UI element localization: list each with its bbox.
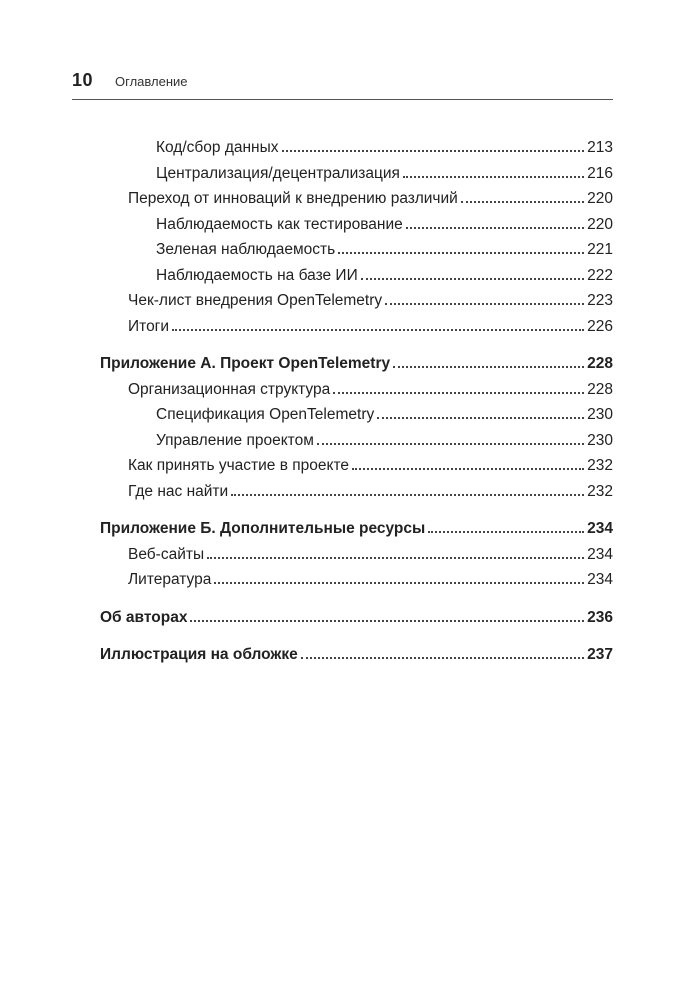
- toc-row: Литература 234: [72, 572, 613, 588]
- toc-entry-page: 222: [587, 268, 613, 284]
- toc-entry-page: 216: [587, 166, 613, 182]
- toc-leader-dots: [317, 443, 584, 445]
- toc-entry-page: 232: [587, 458, 613, 474]
- toc-row: Управление проектом 230: [72, 433, 613, 449]
- toc-row: Итоги 226: [72, 319, 613, 335]
- toc-leader-dots: [352, 468, 584, 470]
- toc-row: Спецификация OpenTelemetry 230: [72, 407, 613, 423]
- toc-row: Организационная структура 228: [72, 382, 613, 398]
- toc-entry-label: Чек-лист внедрения OpenTelemetry: [128, 293, 382, 309]
- toc-entry-page: 220: [587, 217, 613, 233]
- toc-entry-page: 213: [587, 140, 613, 156]
- toc-leader-dots: [428, 531, 584, 533]
- toc-entry-label: Наблюдаемость на базе ИИ: [156, 268, 358, 284]
- toc-entry-page: 230: [587, 433, 613, 449]
- toc-entry-page: 234: [587, 572, 613, 588]
- toc-entry-label: Наблюдаемость как тестирование: [156, 217, 403, 233]
- toc-leader-dots: [301, 657, 584, 659]
- toc-row: Где нас найти 232: [72, 484, 613, 500]
- toc-entry-page: 237: [587, 647, 613, 663]
- toc-leader-dots: [333, 392, 584, 394]
- toc-leader-dots: [172, 329, 584, 331]
- toc-entry-label: Организационная структура: [128, 382, 330, 398]
- page-number: 10: [72, 70, 93, 91]
- toc-entry-label: Приложение Б. Дополнительные ресурсы: [100, 521, 425, 537]
- toc-entry-page: 230: [587, 407, 613, 423]
- toc-row: Об авторах 236: [72, 610, 613, 626]
- toc-entry-page: 234: [587, 521, 613, 537]
- toc-group: Иллюстрация на обложке 237: [72, 647, 613, 663]
- toc-row: Централизация/децентрализация 216: [72, 166, 613, 182]
- toc-leader-dots: [377, 417, 584, 419]
- toc-group: Приложение Б. Дополнительные ресурсы234В…: [72, 521, 613, 588]
- toc-entry-page: 236: [587, 610, 613, 626]
- toc-leader-dots: [403, 176, 584, 178]
- toc-entry-page: 232: [587, 484, 613, 500]
- toc-leader-dots: [406, 227, 584, 229]
- toc-row: Иллюстрация на обложке 237: [72, 647, 613, 663]
- toc-row: Чек-лист внедрения OpenTelemetry 223: [72, 293, 613, 309]
- toc-leader-dots: [385, 303, 584, 305]
- toc-entry-label: Спецификация OpenTelemetry: [156, 407, 374, 423]
- toc-entry-label: Зеленая наблюдаемость: [156, 242, 335, 258]
- toc-entry-label: Где нас найти: [128, 484, 228, 500]
- toc-entry-label: Переход от инноваций к внедрению различи…: [128, 191, 458, 207]
- toc-leader-dots: [282, 150, 585, 152]
- toc-entry-label: Литература: [128, 572, 211, 588]
- toc-leader-dots: [207, 557, 584, 559]
- toc-row: Как принять участие в проекте 232: [72, 458, 613, 474]
- toc-leader-dots: [231, 494, 584, 496]
- toc-entry-label: Управление проектом: [156, 433, 314, 449]
- toc-row: Зеленая наблюдаемость 221: [72, 242, 613, 258]
- toc-row: Приложение А. Проект OpenTelemetry 228: [72, 356, 613, 372]
- toc-group: Об авторах 236: [72, 610, 613, 626]
- toc-entry-page: 220: [587, 191, 613, 207]
- toc-leader-dots: [461, 201, 584, 203]
- header-title: Оглавление: [115, 74, 187, 89]
- toc-group: Код/сбор данных 213 Централизация/децентра…: [72, 140, 613, 334]
- toc-leader-dots: [361, 278, 584, 280]
- toc-row: Наблюдаемость на базе ИИ 222: [72, 268, 613, 284]
- toc-entry-label: Итоги: [128, 319, 169, 335]
- page-frame: 10 Оглавление Код/сбор данных 213 Централи…: [0, 0, 681, 1000]
- toc-entry-page: 226: [587, 319, 613, 335]
- running-header: 10 Оглавление: [72, 70, 613, 100]
- toc-row: Код/сбор данных 213: [72, 140, 613, 156]
- toc-row: Веб-сайты 234: [72, 547, 613, 563]
- toc-leader-dots: [190, 620, 584, 622]
- toc-leader-dots: [338, 252, 584, 254]
- toc-row: Наблюдаемость как тестирование 220: [72, 217, 613, 233]
- table-of-contents: Код/сбор данных 213 Централизация/децентра…: [72, 140, 613, 663]
- toc-entry-page: 223: [587, 293, 613, 309]
- toc-leader-dots: [214, 582, 584, 584]
- toc-entry-page: 228: [587, 382, 613, 398]
- toc-entry-page: 234: [587, 547, 613, 563]
- toc-entry-label: Приложение А. Проект OpenTelemetry: [100, 356, 390, 372]
- toc-entry-page: 228: [587, 356, 613, 372]
- toc-row: Переход от инноваций к внедрению различи…: [72, 191, 613, 207]
- toc-row: Приложение Б. Дополнительные ресурсы 234: [72, 521, 613, 537]
- toc-entry-label: Код/сбор данных: [156, 140, 279, 156]
- toc-group: Приложение А. Проект OpenTelemetry228Орг…: [72, 356, 613, 499]
- toc-entry-label: Централизация/децентрализация: [156, 166, 400, 182]
- toc-entry-label: Как принять участие в проекте: [128, 458, 349, 474]
- toc-entry-label: Веб-сайты: [128, 547, 204, 563]
- toc-leader-dots: [393, 366, 584, 368]
- toc-entry-page: 221: [587, 242, 613, 258]
- toc-entry-label: Об авторах: [100, 610, 187, 626]
- toc-entry-label: Иллюстрация на обложке: [100, 647, 298, 663]
